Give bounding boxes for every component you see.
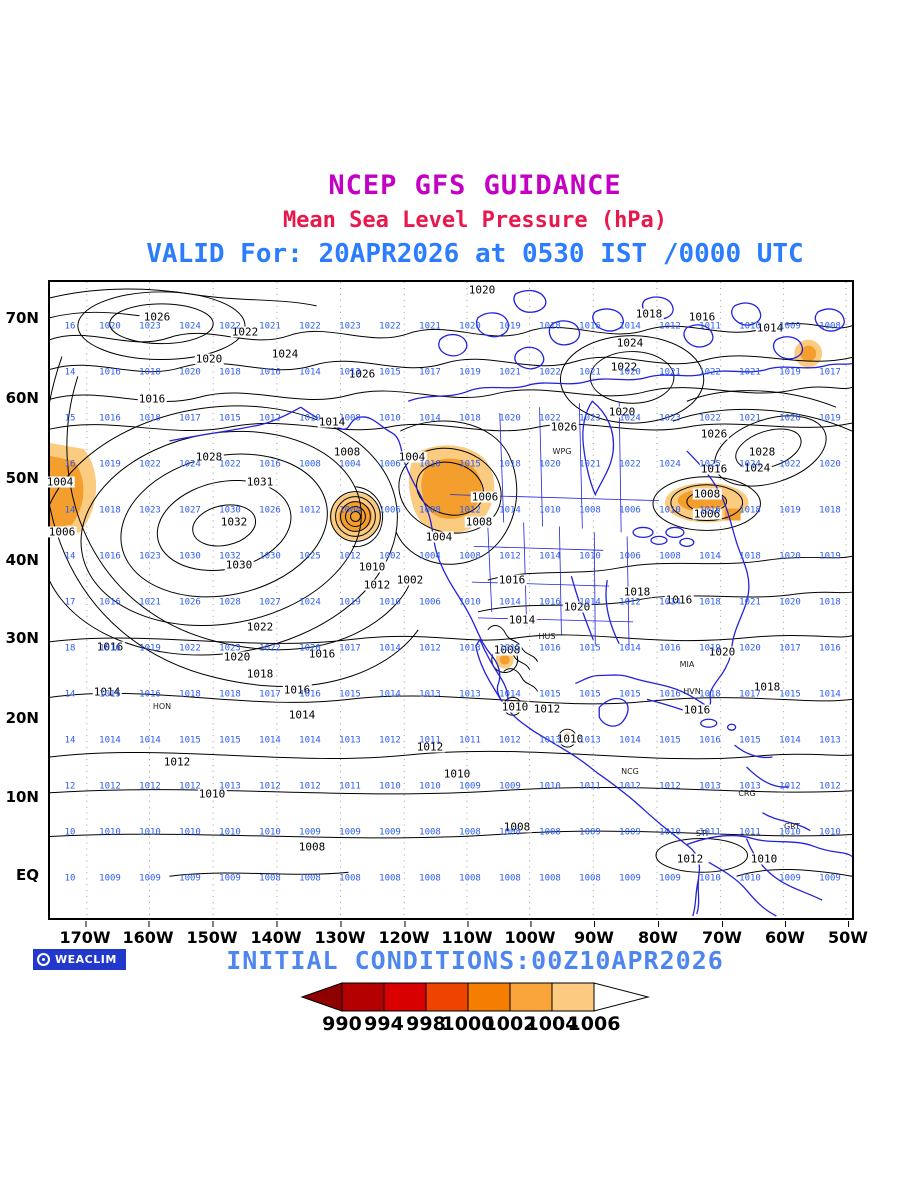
map-canvas	[50, 282, 852, 918]
colorbar-tick-label: 1004	[525, 1013, 579, 1035]
initial-conditions-line: INITIAL CONDITIONS:00Z10APR2026	[226, 946, 724, 975]
colorbar-tick-label: 998	[406, 1013, 446, 1035]
y-axis: 70N 60N 50N 40N 30N 20N 10N EQ	[0, 280, 44, 924]
x-axis: 170W 160W 150W 140W 130W 120W 110W 100W 90W 80W 70…	[48, 921, 868, 952]
pressure-shading	[50, 339, 823, 745]
weaclim-logo: WEACLIM	[33, 949, 126, 970]
x-tick-label: 120W	[378, 921, 430, 947]
x-tick-label: 160W	[122, 921, 174, 947]
isobar-contours	[50, 288, 852, 877]
weaclim-logo-label: WEACLIM	[55, 953, 117, 966]
x-tick-label: 150W	[186, 921, 238, 947]
y-tick-label: 30N	[5, 629, 39, 647]
x-tick-label: 70W	[702, 921, 742, 947]
x-tick-label: 140W	[250, 921, 302, 947]
lon-gridlines	[86, 282, 847, 918]
colorbar-tick-label: 1000	[441, 1013, 495, 1035]
page-title: NCEP GFS GUIDANCE	[328, 170, 622, 201]
map-frame: 16 1020 1023 1024 1022 1021 1022 1023 1022 1021 10…	[45, 280, 854, 920]
y-tick-label: 10N	[5, 788, 39, 806]
y-tick-label: 70N	[5, 309, 39, 327]
colorbar-tick-label: 990	[322, 1013, 362, 1035]
weaclim-logo-icon	[37, 953, 50, 966]
colorbar-labels: 990 994 998 1000 1002 1004 1006	[300, 1013, 652, 1037]
valid-time-line: VALID For: 20APR2026 at 0530 IST /0000 U…	[146, 239, 804, 270]
x-tick-label: 90W	[574, 921, 614, 947]
y-tick-label: 20N	[5, 709, 39, 727]
x-tick-label: 110W	[441, 921, 493, 947]
x-tick-label: 80W	[638, 921, 678, 947]
x-tick-label: 100W	[504, 921, 556, 947]
x-tick-label: 130W	[314, 921, 366, 947]
coastlines	[169, 289, 852, 917]
x-tick-label: 170W	[59, 921, 111, 947]
y-tick-label: 40N	[5, 551, 39, 569]
x-tick-label: 60W	[765, 921, 805, 947]
y-tick-label: EQ	[16, 866, 39, 884]
colorbar	[300, 982, 650, 1012]
y-tick-label: 50N	[5, 469, 39, 487]
field-subtitle: Mean Sea Level Pressure (hPa)	[282, 208, 668, 234]
colorbar-tick-label: 994	[364, 1013, 404, 1035]
colorbar-tick-label: 1002	[483, 1013, 537, 1035]
y-tick-label: 60N	[5, 389, 39, 407]
x-tick-label: 50W	[828, 921, 868, 947]
title-block: NCEP GFS GUIDANCE Mean Sea Level Pressur…	[0, 170, 900, 270]
colorbar-tick-label: 1006	[567, 1013, 621, 1035]
political-boundaries	[449, 401, 659, 650]
